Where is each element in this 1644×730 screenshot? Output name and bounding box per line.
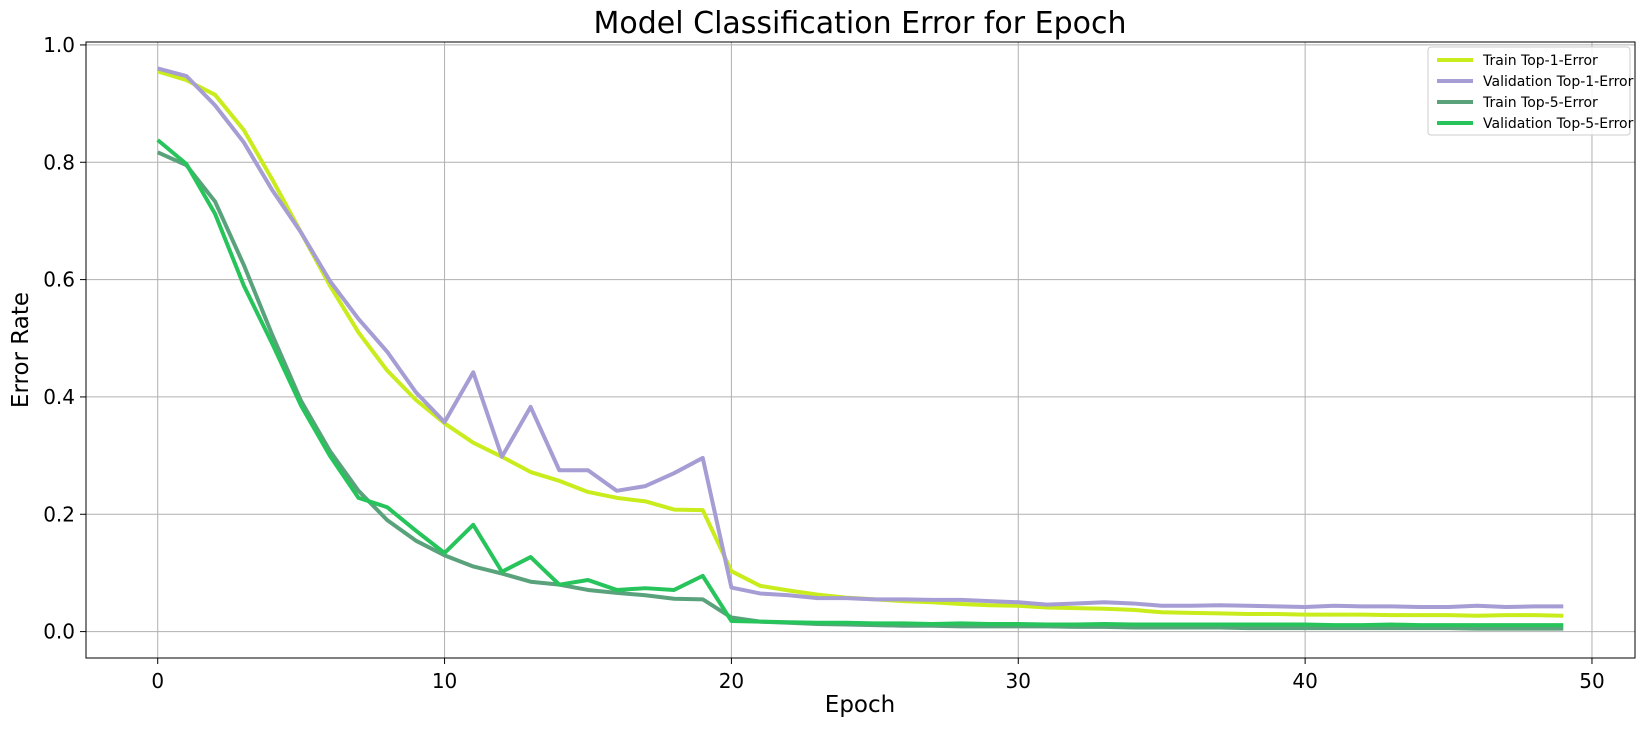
legend-label: Train Top-1-Error — [1482, 53, 1598, 69]
series-line-4 — [156, 138, 1564, 628]
legend-label: Train Top-5-Error — [1482, 95, 1598, 111]
series-lines — [156, 66, 1564, 631]
plot-frame — [85, 41, 1636, 659]
legend-label: Validation Top-1-Error — [1483, 74, 1634, 90]
y-tick-label: 1.0 — [43, 33, 75, 57]
y-tick-label: 0.2 — [43, 502, 75, 526]
x-tick-label: 50 — [1579, 669, 1604, 693]
x-tick-label: 0 — [151, 669, 164, 693]
y-axis-label: Error Rate — [8, 292, 34, 408]
legend-box — [1427, 46, 1631, 136]
y-tick-label: 0.8 — [43, 150, 75, 174]
chart-title: Model Classification Error for Epoch — [594, 6, 1127, 41]
series-line-2 — [157, 66, 1564, 609]
gridlines — [86, 42, 1635, 658]
x-tick-label: 20 — [719, 669, 744, 693]
x-tick-label: 10 — [432, 669, 457, 693]
y-tick-label: 0.0 — [43, 620, 75, 644]
axis-ticks: 0 10 20 30 40 50 0.0 0.2 0.4 0.6 0.8 1.0 — [43, 33, 1605, 693]
y-tick-label: 0.4 — [43, 385, 75, 409]
x-tick-label: 30 — [1006, 669, 1031, 693]
x-axis-label: Epoch — [825, 692, 895, 718]
x-tick-label: 40 — [1292, 669, 1317, 693]
legend: Train Top-1-Error Validation Top-1-Error T… — [1427, 46, 1634, 136]
legend-label: Validation Top-5-Error — [1483, 116, 1634, 132]
legend-items: Train Top-1-Error Validation Top-1-Error T… — [1437, 53, 1634, 132]
y-tick-label: 0.6 — [43, 268, 75, 292]
